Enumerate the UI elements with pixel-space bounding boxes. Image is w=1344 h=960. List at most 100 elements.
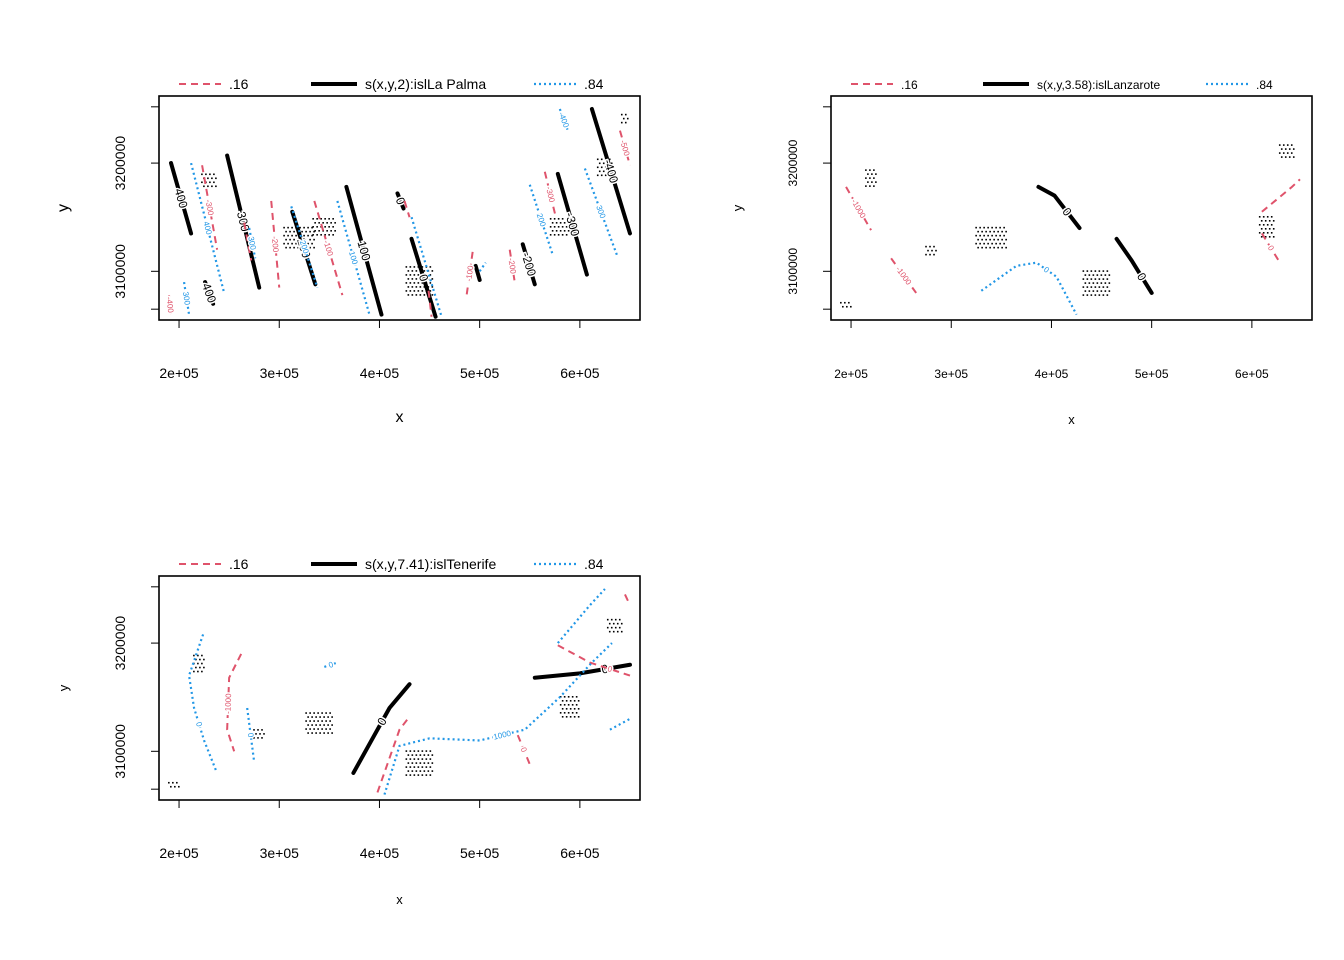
data-point: [1090, 278, 1093, 280]
data-point: [313, 246, 315, 249]
data-point: [610, 162, 613, 165]
data-point: [195, 666, 197, 669]
data-point: [329, 728, 331, 730]
data-point: [253, 737, 255, 739]
data-point: [1005, 246, 1007, 249]
data-point: [614, 618, 617, 621]
contour-fit: [351, 682, 412, 775]
data-point: [174, 785, 176, 788]
data-point: [331, 732, 333, 734]
data-point: [413, 290, 416, 292]
contour-upper: [478, 262, 487, 272]
data-point: [311, 724, 313, 726]
data-point: [555, 222, 558, 224]
data-point: [305, 728, 307, 730]
contour-upper: [248, 227, 257, 259]
data-point: [1088, 290, 1091, 292]
contour-fit: [203, 280, 216, 306]
data-point: [1270, 216, 1273, 218]
data-point: [1108, 274, 1111, 276]
data-point: [979, 226, 981, 229]
data-point: [1278, 144, 1281, 146]
data-point: [291, 226, 293, 229]
data-point: [549, 226, 552, 228]
contour-label-upper: 0: [194, 721, 204, 728]
contour-fit: [520, 242, 537, 287]
data-point: [309, 238, 311, 241]
data-point: [334, 230, 336, 232]
data-point: [315, 732, 317, 734]
data-point: [602, 162, 605, 165]
y-axis-label: y: [730, 204, 745, 211]
data-point: [307, 234, 309, 237]
contour-fit: [473, 263, 482, 282]
data-point: [1108, 290, 1111, 292]
legend-label-fit: s(x,y,2):islLa Palma: [365, 76, 486, 92]
x-tick-label: 4e+05: [360, 365, 400, 381]
data-point: [327, 732, 329, 734]
data-point: [1001, 238, 1003, 241]
data-point: [1286, 152, 1289, 154]
data-point: [293, 230, 295, 233]
data-point: [429, 290, 432, 292]
data-point: [610, 618, 613, 621]
data-point: [413, 266, 416, 268]
data-point: [869, 177, 871, 179]
data-point: [313, 238, 315, 241]
data-point: [201, 181, 203, 184]
data-point: [407, 294, 410, 296]
data-point: [1272, 220, 1275, 222]
legend: .16 s(x,y,2):islLa Palma .84: [179, 76, 604, 92]
data-point: [993, 246, 995, 249]
data-point: [1270, 232, 1273, 234]
x-tick-label: 2e+05: [159, 365, 199, 381]
data-point: [429, 274, 432, 276]
contour-lower: [313, 200, 344, 296]
data-point: [1092, 274, 1095, 276]
contour-label-lower: 0: [606, 664, 614, 674]
data-point: [1098, 294, 1101, 296]
data-point: [413, 750, 416, 752]
data-point: [979, 242, 981, 245]
data-point: [413, 766, 416, 768]
data-point: [840, 301, 842, 304]
data-point: [168, 781, 170, 784]
data-point: [423, 770, 426, 772]
data-point: [561, 218, 564, 220]
data-point: [1106, 286, 1109, 288]
data-point: [1282, 144, 1285, 146]
x-tick-label: 5e+05: [460, 365, 500, 381]
data-point: [999, 242, 1001, 245]
data-point: [316, 218, 318, 220]
data-point: [199, 666, 201, 669]
data-point: [405, 750, 408, 752]
data-point: [549, 234, 552, 236]
data-point: [413, 774, 416, 776]
data-point: [172, 781, 174, 784]
data-point: [1288, 148, 1291, 150]
data-point: [987, 242, 989, 245]
data-point: [1102, 294, 1105, 296]
data-point: [575, 704, 578, 706]
plot-area: 00-1000-100000: [840, 144, 1301, 316]
data-point: [616, 630, 619, 633]
data-point: [1086, 286, 1089, 288]
data-point: [407, 270, 410, 272]
data-point: [1264, 220, 1267, 222]
contour-label-lower: 0: [519, 746, 529, 754]
data-point: [405, 282, 408, 284]
data-point: [311, 716, 313, 718]
data-point: [991, 234, 993, 237]
contour-fit: [344, 184, 384, 317]
x-tick-label: 4e+05: [360, 845, 400, 861]
contour-lower: [845, 186, 872, 231]
data-point: [1268, 236, 1271, 238]
data-point: [293, 246, 295, 249]
data-point: [421, 290, 424, 292]
contour-upper: [383, 642, 613, 795]
data-point: [1001, 230, 1003, 233]
data-point: [977, 238, 979, 241]
data-point: [261, 737, 263, 739]
data-point: [313, 720, 315, 722]
contour-fit: [169, 161, 194, 236]
